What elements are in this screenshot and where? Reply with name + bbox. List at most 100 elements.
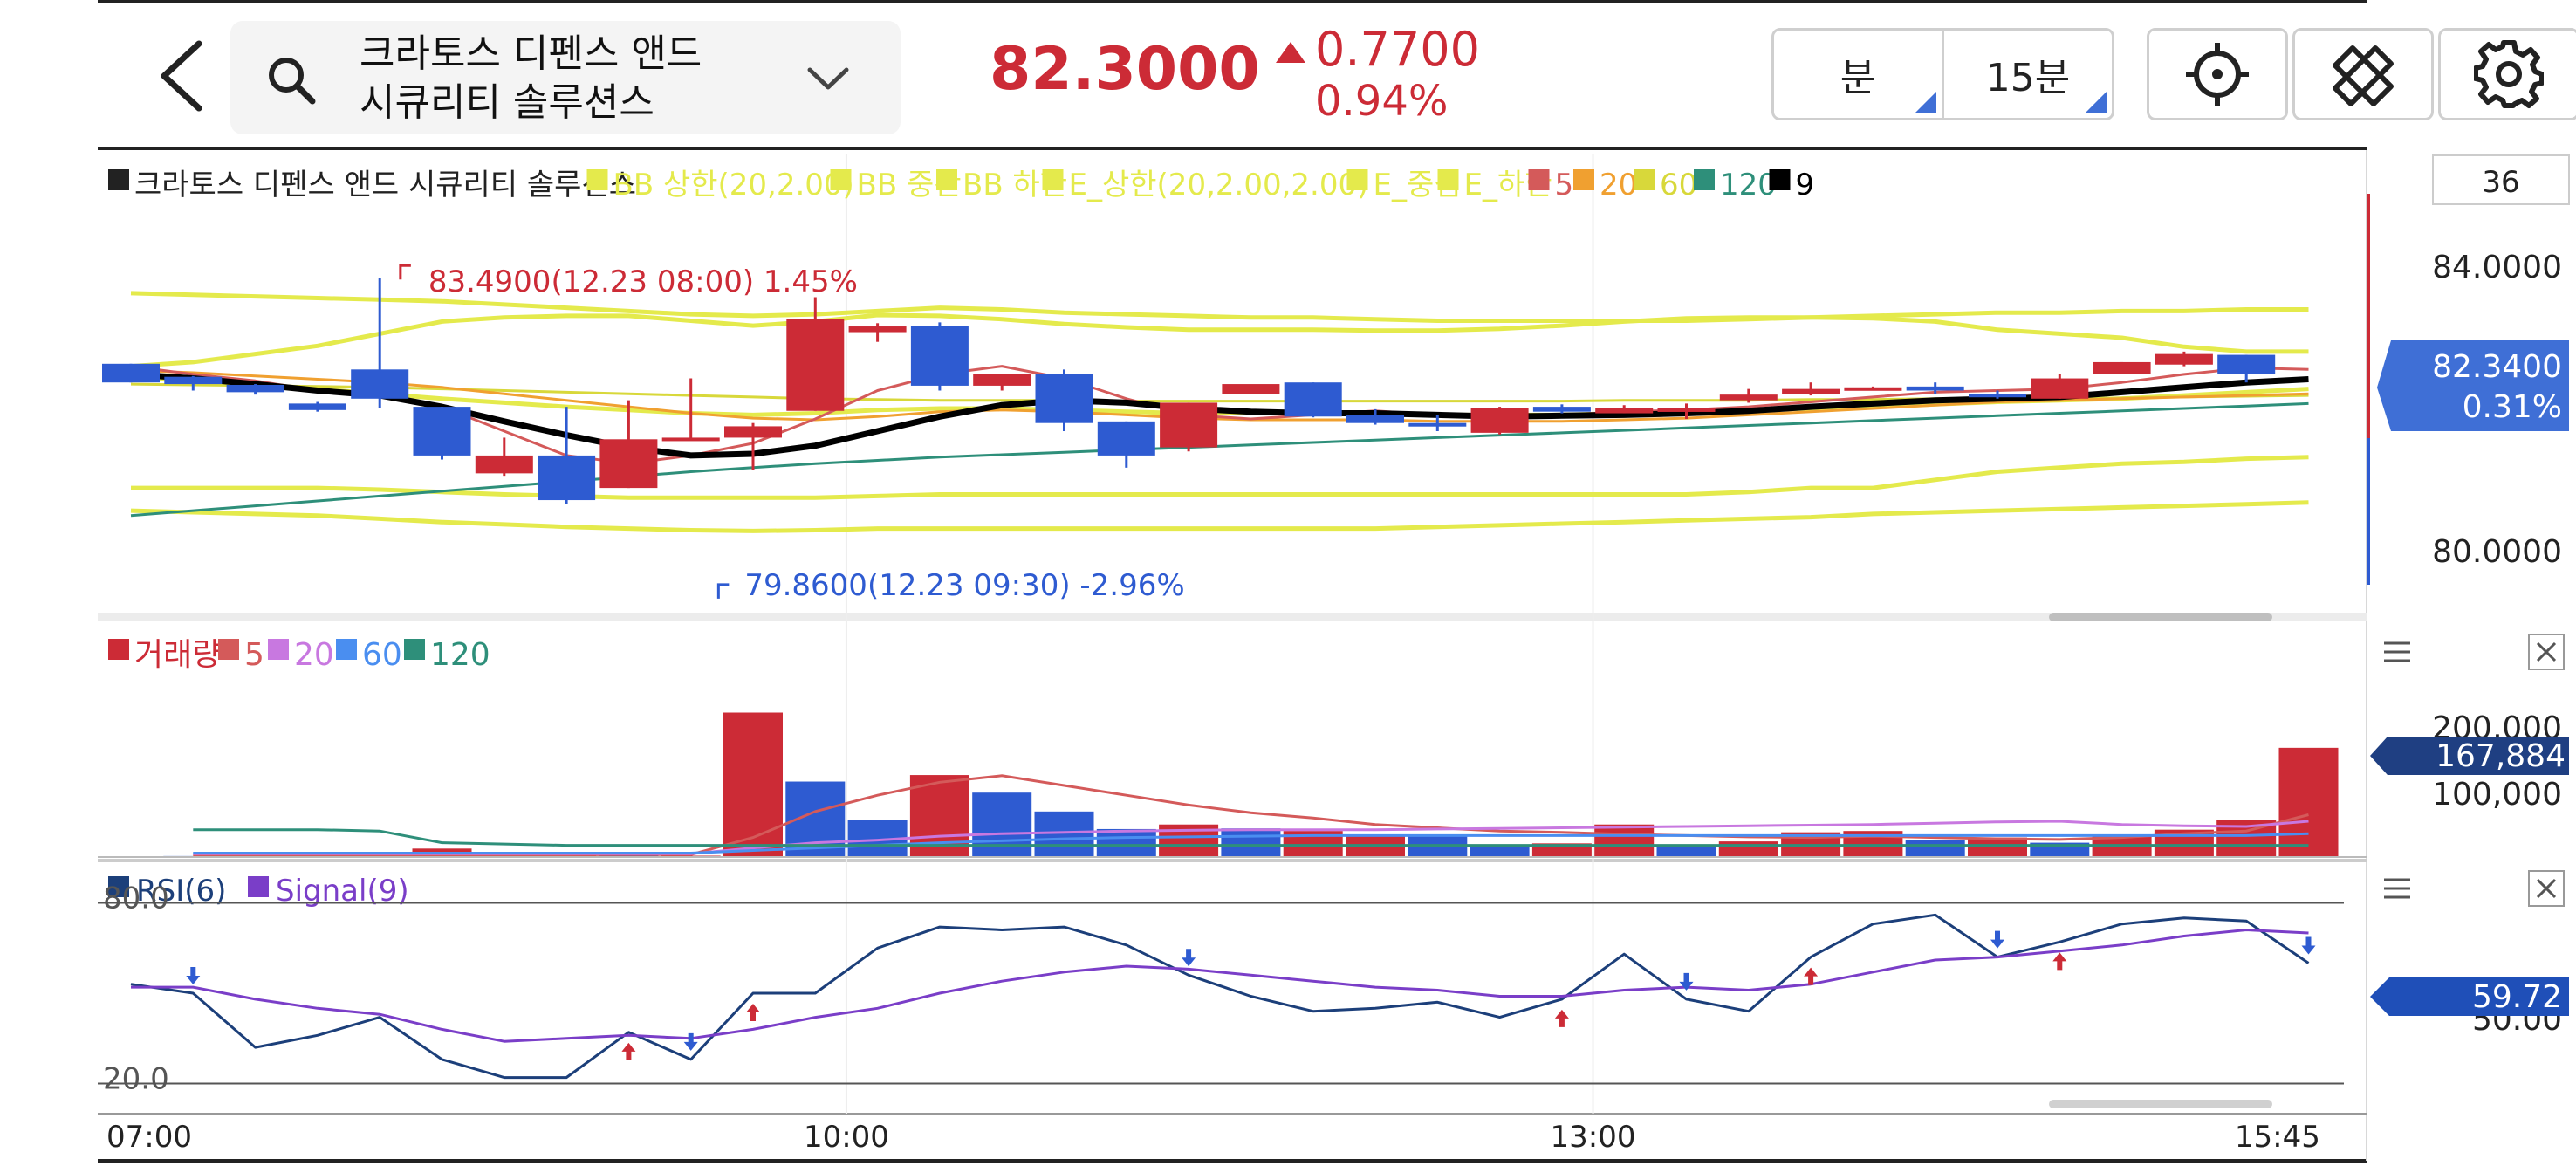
x-tick-label: 07:00	[106, 1120, 192, 1155]
volume-bar	[1594, 824, 1655, 857]
candle-body	[164, 376, 223, 385]
range-bar-up	[2367, 194, 2370, 438]
legend-swatch	[1694, 169, 1715, 190]
x-tick-label: 15:45	[2235, 1120, 2320, 1155]
candle-body	[1969, 394, 2026, 398]
up-arrow-icon	[1276, 42, 1305, 63]
price-series-20	[130, 368, 2309, 423]
bottom-divider	[98, 1159, 2367, 1163]
panel-separator-2	[98, 859, 2367, 862]
candle-body	[724, 426, 782, 438]
buy-signal-arrow-icon	[746, 1004, 760, 1021]
legend-swatch	[404, 639, 425, 660]
candle-body	[1097, 421, 1155, 456]
sell-signal-arrow-icon	[186, 967, 201, 984]
stock-search-box[interactable]: 크라토스 디펜스 앤드 시큐리티 솔루션스	[230, 21, 901, 134]
buy-signal-arrow-icon	[621, 1042, 636, 1060]
scroll-handle	[2049, 1100, 2272, 1108]
candle-body	[1222, 384, 1280, 394]
current-volume-tag	[2370, 737, 2569, 775]
price-series-BB-하한	[130, 500, 2309, 533]
volume-ma-line	[193, 828, 2309, 847]
high-marker-icon	[399, 264, 411, 280]
volume-bar	[1718, 841, 1778, 857]
legend-swatch	[248, 876, 269, 897]
legend-swatch	[1573, 169, 1594, 190]
legend-label: E_상한(20,2.00,2.00)	[1069, 168, 1369, 202]
price-series-5	[130, 365, 2309, 465]
chevron-down-icon[interactable]	[806, 66, 850, 93]
visible-count-box	[2432, 154, 2570, 205]
candle-body	[1782, 388, 1840, 394]
current-price: 82.3000	[990, 35, 1260, 104]
settings-button[interactable]	[2438, 28, 2576, 120]
period-value-select[interactable]: 15분	[1942, 28, 2114, 120]
header-divider	[98, 147, 2367, 150]
legend-label: 5	[244, 637, 264, 673]
volume-bar	[1221, 828, 1281, 857]
candle-body	[413, 407, 471, 456]
volume-bar	[1968, 837, 2027, 857]
search-icon	[269, 58, 316, 105]
change-percent: 0.94%	[1315, 77, 1449, 126]
candle-body	[599, 439, 658, 489]
crosshair-button[interactable]	[2147, 28, 2288, 120]
close-cross	[2536, 878, 2557, 899]
legend-label: BB 상한(20,2.00)	[613, 168, 854, 202]
sell-signal-arrow-icon	[683, 1032, 698, 1051]
current-rsi-tag	[2370, 977, 2569, 1016]
volume-bar	[2278, 747, 2339, 857]
close-cross	[2536, 641, 2557, 662]
volume-menu-icon[interactable]	[2384, 641, 2410, 662]
price-series-9	[130, 371, 2309, 459]
legend-swatch	[1346, 169, 1368, 190]
crosshair-icon	[2186, 43, 2249, 106]
legend-label: 120	[430, 637, 490, 673]
back-button[interactable]	[148, 37, 218, 115]
price-series-BB-상한-20-2-00-	[130, 291, 2309, 323]
panel-separator-1	[98, 613, 2367, 621]
candle-body	[2031, 378, 2089, 399]
x-tick-label: 13:00	[1551, 1120, 1636, 1155]
candle-body	[351, 369, 409, 399]
price-change: 0.7700 0.94%	[1276, 23, 1480, 126]
candle-body	[661, 437, 720, 442]
legend-swatch	[830, 169, 852, 190]
drawing-tools-icon	[2333, 45, 2394, 106]
legend-label: 9	[1796, 168, 1815, 202]
header: 크라토스 디펜스 앤드 시큐리티 솔루션스 82.3000 0.7700 0.9…	[0, 0, 2576, 148]
stock-name-line1: 크라토스 디펜스 앤드	[360, 31, 702, 76]
candle-body	[973, 374, 1031, 386]
candle-body	[475, 455, 533, 474]
sell-signal-arrow-icon	[1679, 972, 1694, 991]
price-series-E-하한	[131, 455, 2309, 500]
candle-body	[538, 455, 596, 501]
legend-label: 60	[362, 637, 402, 673]
legend-swatch	[586, 169, 608, 190]
range-bar-down	[2367, 438, 2370, 585]
volume-close-icon[interactable]	[2528, 634, 2565, 670]
volume-bar	[1470, 846, 1530, 857]
legend-swatch	[336, 639, 357, 660]
current-volume-tag-label: 167,884	[2436, 738, 2566, 774]
price-series-E-상한-20-2-00-2-00-	[130, 312, 2309, 369]
candle-body	[1470, 408, 1529, 433]
candle-body	[1532, 407, 1591, 412]
volume-bar	[1531, 843, 1592, 857]
volume-ma-line	[193, 832, 2309, 854]
rsi-close-icon[interactable]	[2528, 870, 2565, 907]
legend-label: 거래량	[134, 637, 221, 673]
candle-body	[102, 363, 160, 383]
candle-body	[2093, 361, 2151, 374]
sell-signal-arrow-icon	[1990, 930, 2004, 949]
stock-name-line2: 시큐리티 솔루션스	[360, 80, 654, 125]
price-tick-label: 84.0000	[2432, 250, 2562, 285]
legend-label: 20	[294, 637, 334, 673]
legend-swatch	[1634, 169, 1655, 190]
price-tick-label: 80.0000	[2432, 534, 2562, 570]
period-unit-label: 분	[1840, 56, 1876, 100]
stock-name: 크라토스 디펜스 앤드 시큐리티 솔루션스	[360, 30, 813, 127]
drawing-tools-button[interactable]	[2292, 28, 2434, 120]
current-rsi-tag-label: 59.72	[2472, 979, 2562, 1015]
rsi-menu-icon[interactable]	[2384, 878, 2410, 899]
